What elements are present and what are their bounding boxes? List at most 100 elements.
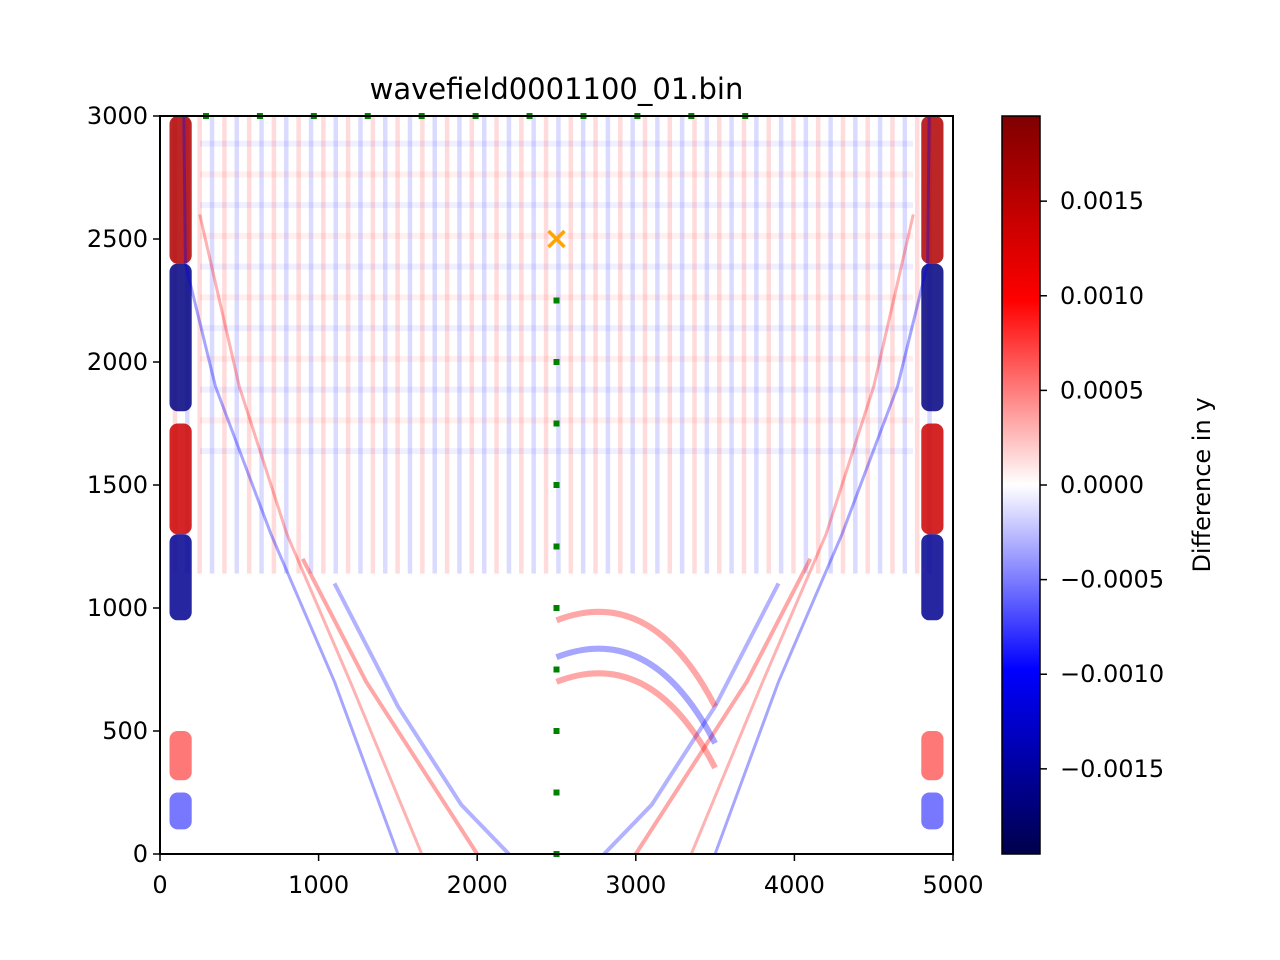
wave-band bbox=[200, 448, 913, 455]
wave-stripe bbox=[296, 116, 301, 574]
wave-stripe bbox=[568, 116, 574, 574]
wavefront bbox=[332, 582, 511, 854]
wave-stripe bbox=[382, 116, 388, 574]
edge-band-right bbox=[921, 423, 944, 535]
wave-stripe bbox=[494, 116, 499, 574]
wave-stripe bbox=[840, 116, 846, 574]
wavefield-heatmap bbox=[169, 116, 944, 854]
wave-stripe bbox=[556, 116, 561, 574]
wave-stripe bbox=[890, 116, 895, 574]
wave-band bbox=[200, 232, 913, 239]
wave-band bbox=[200, 325, 913, 332]
edge-band-right bbox=[921, 792, 944, 830]
wave-band bbox=[200, 263, 913, 270]
wavefront bbox=[713, 116, 931, 854]
wave-stripe bbox=[420, 116, 425, 574]
wave-band bbox=[200, 202, 913, 209]
colorbar-gradient bbox=[1001, 115, 1041, 855]
colorbar-tick-label: 0.0010 bbox=[1060, 282, 1144, 310]
receiver-marker bbox=[553, 728, 560, 734]
wave-stripe bbox=[679, 116, 685, 574]
wave-stripe bbox=[308, 116, 314, 574]
wave-stripe bbox=[593, 116, 598, 574]
colorbar-tick-label: 0.0015 bbox=[1060, 187, 1144, 215]
x-axis: 0 1000 2000 3000 4000 5000 bbox=[152, 854, 984, 899]
wave-stripe bbox=[704, 116, 710, 574]
wave-stripe bbox=[766, 116, 771, 574]
colorbar-tick-label: 0.0005 bbox=[1060, 376, 1144, 404]
receiver-marker bbox=[553, 359, 560, 365]
wave-stripe bbox=[259, 116, 264, 574]
wavefront bbox=[602, 582, 781, 854]
wave-stripe bbox=[655, 116, 660, 574]
colorbar-label: Difference in y bbox=[1188, 397, 1216, 572]
wave-stripe bbox=[444, 116, 450, 574]
wave-stripe bbox=[321, 116, 326, 574]
receiver-marker bbox=[553, 543, 560, 550]
chart-title: wavefield0001100_01.bin bbox=[370, 72, 744, 106]
x-tick-label: 3000 bbox=[605, 871, 666, 899]
edge-band-left bbox=[169, 792, 192, 830]
wave-stripe bbox=[469, 116, 475, 574]
wave-stripe bbox=[531, 116, 536, 574]
wave-stripe bbox=[667, 116, 673, 574]
wavefront bbox=[198, 214, 424, 854]
wave-stripe bbox=[234, 116, 240, 574]
wave-stripe bbox=[271, 116, 277, 574]
wave-stripe bbox=[803, 116, 809, 574]
wave-stripe bbox=[506, 116, 512, 574]
wave-stripe bbox=[877, 116, 883, 574]
colorbar-ticks: −0.0015 −0.0010 −0.0005 0.0000 0.0005 0.0010 0… bbox=[1040, 187, 1164, 783]
y-tick-label: 0 bbox=[133, 840, 148, 868]
y-tick-label: 2500 bbox=[87, 225, 148, 253]
wave-band bbox=[200, 171, 913, 178]
x-tick-label: 5000 bbox=[922, 871, 983, 899]
edge-band-left bbox=[169, 423, 192, 535]
wave-stripe bbox=[791, 116, 796, 574]
receiver-marker bbox=[553, 666, 560, 673]
wavefront bbox=[689, 214, 915, 854]
colorbar-tick-label: −0.0010 bbox=[1060, 660, 1164, 688]
wave-stripe bbox=[407, 116, 413, 574]
y-tick-label: 500 bbox=[102, 717, 148, 745]
y-tick-label: 1500 bbox=[87, 471, 148, 499]
x-tick-label: 4000 bbox=[764, 871, 825, 899]
x-tick-label: 1000 bbox=[288, 871, 349, 899]
wave-stripe bbox=[580, 116, 586, 574]
wave-stripe bbox=[605, 116, 611, 574]
wave-band bbox=[200, 140, 913, 147]
wavefront bbox=[634, 557, 813, 854]
wave-stripe bbox=[914, 116, 920, 574]
y-tick-label: 2000 bbox=[87, 348, 148, 376]
edge-band-right bbox=[921, 263, 944, 412]
colorbar: −0.0015 −0.0010 −0.0005 0.0000 0.0005 0.0010 0… bbox=[1001, 115, 1216, 855]
edge-band-right bbox=[921, 116, 944, 264]
receiver-marker bbox=[553, 420, 560, 427]
receiver-marker bbox=[553, 789, 560, 796]
colorbar-tick-label: 0.0000 bbox=[1060, 471, 1144, 499]
wavefront bbox=[300, 557, 479, 854]
wave-stripe bbox=[543, 116, 549, 574]
receiver-marker bbox=[553, 605, 560, 611]
wavefront bbox=[182, 116, 400, 854]
wave-stripe bbox=[630, 116, 635, 574]
source-marker bbox=[547, 229, 566, 249]
receiver-marker bbox=[553, 297, 560, 304]
edge-band-left bbox=[169, 116, 192, 264]
y-axis: 0 500 1000 1500 2000 2500 3000 bbox=[87, 102, 160, 868]
y-tick-label: 1000 bbox=[87, 594, 148, 622]
y-tick-label: 3000 bbox=[87, 102, 148, 130]
wave-stripe bbox=[197, 116, 202, 574]
wave-stripe bbox=[853, 116, 858, 574]
wave-stripe bbox=[828, 116, 833, 574]
edge-band-left bbox=[169, 534, 192, 621]
x-tick-label: 0 bbox=[152, 871, 167, 899]
edge-band-left bbox=[169, 731, 192, 781]
wave-stripe bbox=[222, 116, 227, 574]
wave-stripe bbox=[754, 116, 759, 574]
edge-band-right bbox=[921, 534, 944, 621]
wave-stripe bbox=[358, 116, 363, 574]
wave-stripe bbox=[642, 116, 648, 574]
wave-stripe bbox=[246, 116, 252, 574]
wave-stripe bbox=[370, 116, 376, 574]
